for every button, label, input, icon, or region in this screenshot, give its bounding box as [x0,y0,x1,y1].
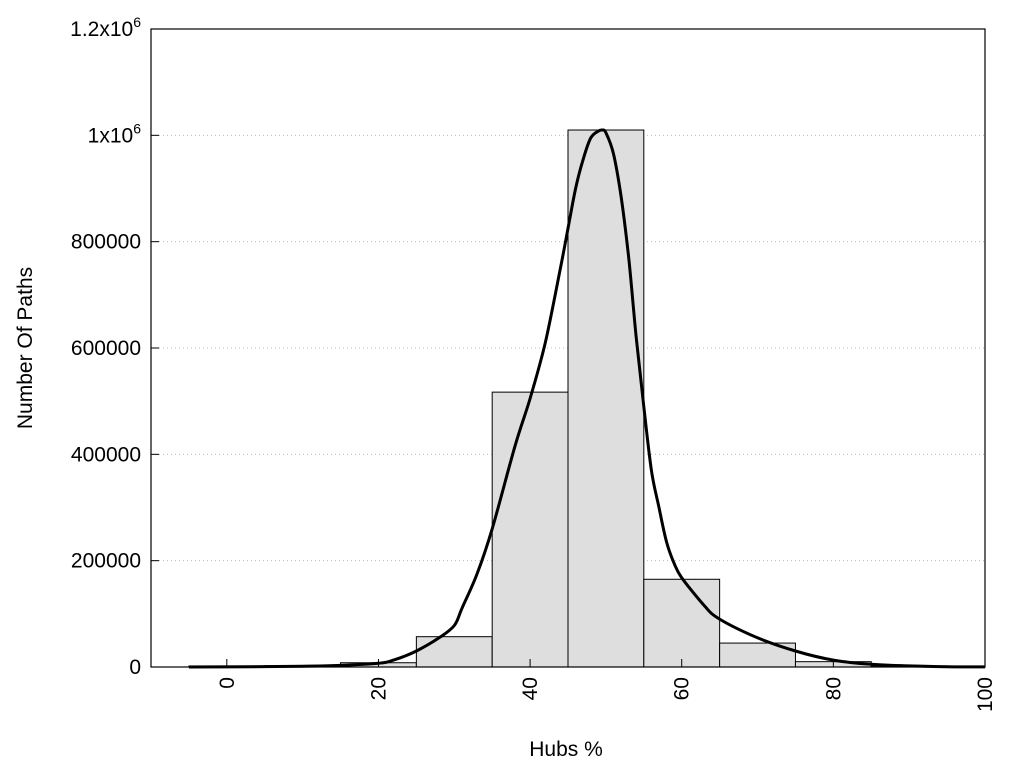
y-tick-base: 800000 [71,231,141,254]
y-tick-label: 1.2x106 [70,14,141,41]
x-tick-label: 100 [974,677,997,712]
y-tick-base: 600000 [71,337,141,360]
y-tick-label: 600000 [71,337,141,360]
y-tick-base: 1x10 [88,124,134,147]
x-tick-label: 40 [519,677,542,700]
y-tick-label: 1x106 [88,120,142,147]
y-tick-base: 1.2x10 [70,18,133,41]
y-tick-exponent: 6 [133,14,141,30]
y-tick-label: 200000 [71,550,141,573]
y-tick-exponent: 6 [133,120,141,136]
y-tick-base: 200000 [71,550,141,573]
y-tick-label: 0 [129,656,141,679]
x-tick-label: 80 [822,677,845,700]
histogram-bars [188,129,986,668]
x-axis-ticks: 0 20 40 60 80 100 [216,659,997,712]
histogram-bar [567,129,645,668]
x-tick-label: 20 [367,677,390,700]
fitted-curve [188,128,986,669]
y-tick-label: 800000 [71,231,141,254]
histogram-bar [643,578,721,668]
y-axis-label: Number Of Paths [14,267,37,429]
x-axis-label: Hubs % [529,738,603,761]
histogram-bar [491,391,569,668]
y-tick-label: 400000 [71,443,141,466]
x-tick-label: 0 [216,677,239,689]
y-tick-base: 0 [129,656,141,679]
histogram-bar [415,636,493,668]
y-tick-base: 400000 [71,443,141,466]
x-tick-label: 60 [671,677,694,700]
